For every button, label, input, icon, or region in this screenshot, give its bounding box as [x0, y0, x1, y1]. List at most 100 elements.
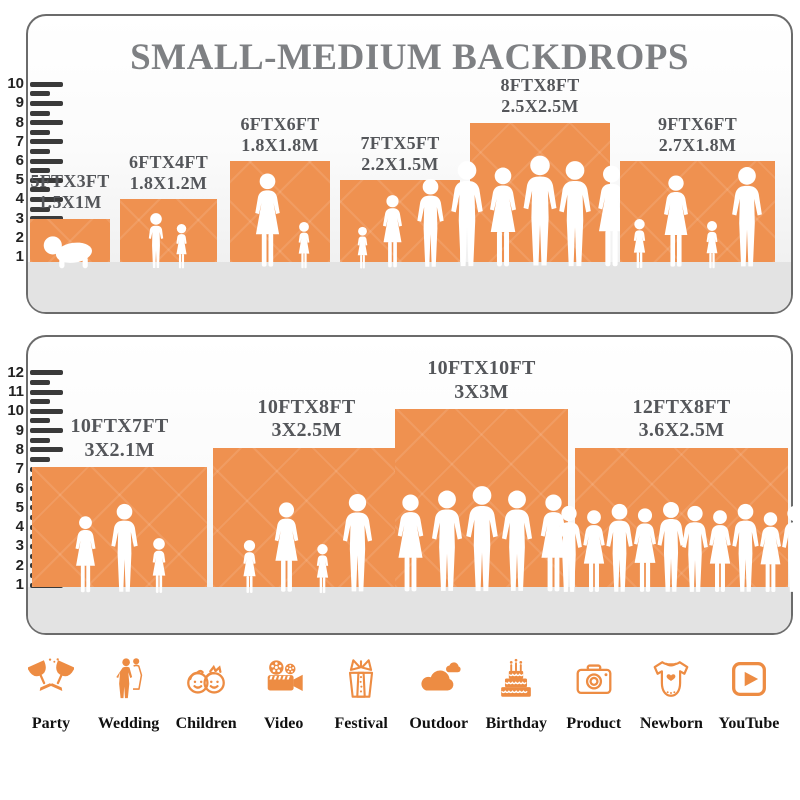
backdrop-size-m: 3X2.5M [271, 419, 342, 442]
man-silhouette [726, 166, 768, 270]
ruler-number: 1 [15, 576, 24, 593]
ruler-number: 2 [15, 556, 24, 574]
category-label: YouTube [718, 715, 780, 732]
man-silhouette [106, 503, 143, 595]
backdrop-size-label: 10FTX7FT 3X2.1M [71, 415, 169, 462]
ruler-tick-minor [30, 206, 50, 212]
woman-silhouette [245, 172, 290, 270]
silhouette-group [230, 172, 330, 270]
backdrop-size-ft: 10FTX7FT [70, 415, 169, 438]
panel-floor [28, 587, 791, 633]
small-backdrops-bottom-panel: 1 2 3 4 5 6 7 8 9 10 11 12 10FTX7FT 3X2.1M 10FTX8FT 3X… [7, 335, 793, 635]
backdrop-size-m: 3.6X2.5M [638, 419, 725, 442]
ruler-number: 8 [15, 440, 24, 458]
ruler-tick-major [30, 389, 63, 395]
backdrop: 6FTX6FT 1.8X1.8M [230, 114, 330, 262]
girl-silhouette [236, 539, 263, 595]
backdrop-size-ft: 6FTX4FT [128, 151, 209, 172]
backdrop-size-ft: 12FTX8FT [632, 395, 731, 418]
category-label: Video [263, 715, 304, 732]
ruler-number: 2 [15, 228, 24, 246]
man-silhouette [337, 493, 378, 595]
backdrop-bar [470, 122, 610, 262]
backdrop: 12FTX8FT 3.6X2.5M [575, 396, 788, 587]
girl-silhouette [700, 220, 724, 270]
backdrop-size-m: 3X3M [454, 380, 509, 403]
ruler-tick-major [30, 196, 63, 202]
ruler-number: 11 [8, 383, 24, 400]
backdrop-size-label: 10FTX8FT 3X2.5M [258, 396, 356, 443]
ruler-tick-major [30, 447, 63, 453]
ruler-tick-major [30, 370, 63, 376]
ruler-number: 5 [15, 171, 24, 189]
silhouette-group [620, 166, 775, 270]
ruler-number: 4 [15, 190, 24, 208]
small-backdrops-top-panel: SMALL-MEDIUM BACKDROPS 1 2 3 4 5 6 7 8 9 10 5FTX3… [7, 14, 793, 314]
girl-silhouette [627, 218, 652, 270]
backdrop-bar [620, 161, 775, 262]
silhouette-group [395, 485, 568, 595]
silhouette-group [120, 212, 217, 270]
backdrop-size-ft: 8FTX8FT [500, 75, 580, 96]
ruler-tick-minor [30, 168, 50, 174]
ruler-number: 12 [7, 363, 24, 381]
ruler-tick-minor [30, 418, 50, 424]
ruler-number: 3 [15, 209, 24, 227]
video-icon [261, 656, 307, 702]
wedding-icon [106, 656, 152, 702]
silhouette-group [30, 232, 110, 270]
ruler-number: 3 [15, 537, 24, 555]
ruler-number: 4 [15, 518, 24, 536]
woman-silhouette [375, 194, 410, 270]
backdrop-size-label: 10FTX10FT 3X3M [427, 357, 535, 404]
backdrop-size-label: 5FTX3FT 1.5X1M [30, 171, 109, 213]
backdrop: 8FTX8FT 2.5X2.5M [470, 75, 610, 262]
ruler-tick-minor [30, 437, 50, 443]
ruler-number: 5 [15, 498, 24, 516]
backdrop-size-ft: 10FTX8FT [257, 395, 356, 418]
backdrop-size-m: 1.5X1M [38, 192, 102, 213]
category-label: Children [175, 715, 237, 732]
backdrop: 10FTX7FT 3X2.1M [32, 415, 207, 587]
backdrop-size-m: 1.8X1.8M [241, 134, 319, 155]
category-item: YouTube [714, 656, 784, 733]
baby-silhouette [42, 232, 99, 270]
ruler-tick-minor [30, 379, 50, 385]
ruler-tick-minor [30, 399, 50, 405]
man-silhouette [777, 505, 800, 595]
silhouette-group [470, 154, 610, 270]
girl-silhouette [145, 537, 173, 595]
backdrop: 10FTX10FT 3X3M [395, 357, 568, 587]
backdrop: 10FTX8FT 3X2.5M [213, 396, 400, 587]
ruler-number: 7 [15, 460, 24, 478]
ruler-tick-major [30, 139, 63, 145]
ruler-number: 10 [7, 75, 24, 93]
children-icon [183, 656, 229, 702]
backdrop: 7FTX5FT 2.2X1.5M [340, 133, 460, 262]
ruler-tick-major [30, 81, 63, 87]
silhouette-group [575, 501, 788, 595]
ruler-tick-minor [30, 110, 50, 116]
party-icon [28, 656, 74, 702]
ruler-tick-major [30, 120, 63, 126]
ruler-number: 9 [15, 421, 24, 439]
backdrop-size-m: 1.8X1.2M [129, 173, 208, 194]
backdrop-size-label: 7FTX5FT 2.2X1.5M [360, 133, 439, 175]
category-item: Newborn [636, 656, 706, 733]
panel-floor [28, 262, 791, 312]
category-label: Newborn [639, 715, 703, 732]
category-label: Wedding [97, 715, 160, 732]
backdrop: 5FTX3FT 1.5X1M [30, 171, 110, 262]
silhouette-group [213, 493, 400, 595]
category-item: Outdoor [404, 656, 474, 733]
category-item: Party [16, 656, 86, 733]
backdrop-size-label: 6FTX4FT 1.8X1.2M [129, 152, 208, 194]
category-label: Outdoor [409, 715, 469, 732]
category-item: Children [171, 656, 241, 733]
silhouette-group [340, 178, 460, 270]
youtube-icon [726, 656, 772, 702]
category-item: Product [559, 656, 629, 733]
woman-silhouette [67, 515, 104, 595]
ruler-number: 8 [15, 113, 24, 131]
backdrop-size-ft: 6FTX6FT [240, 113, 320, 134]
